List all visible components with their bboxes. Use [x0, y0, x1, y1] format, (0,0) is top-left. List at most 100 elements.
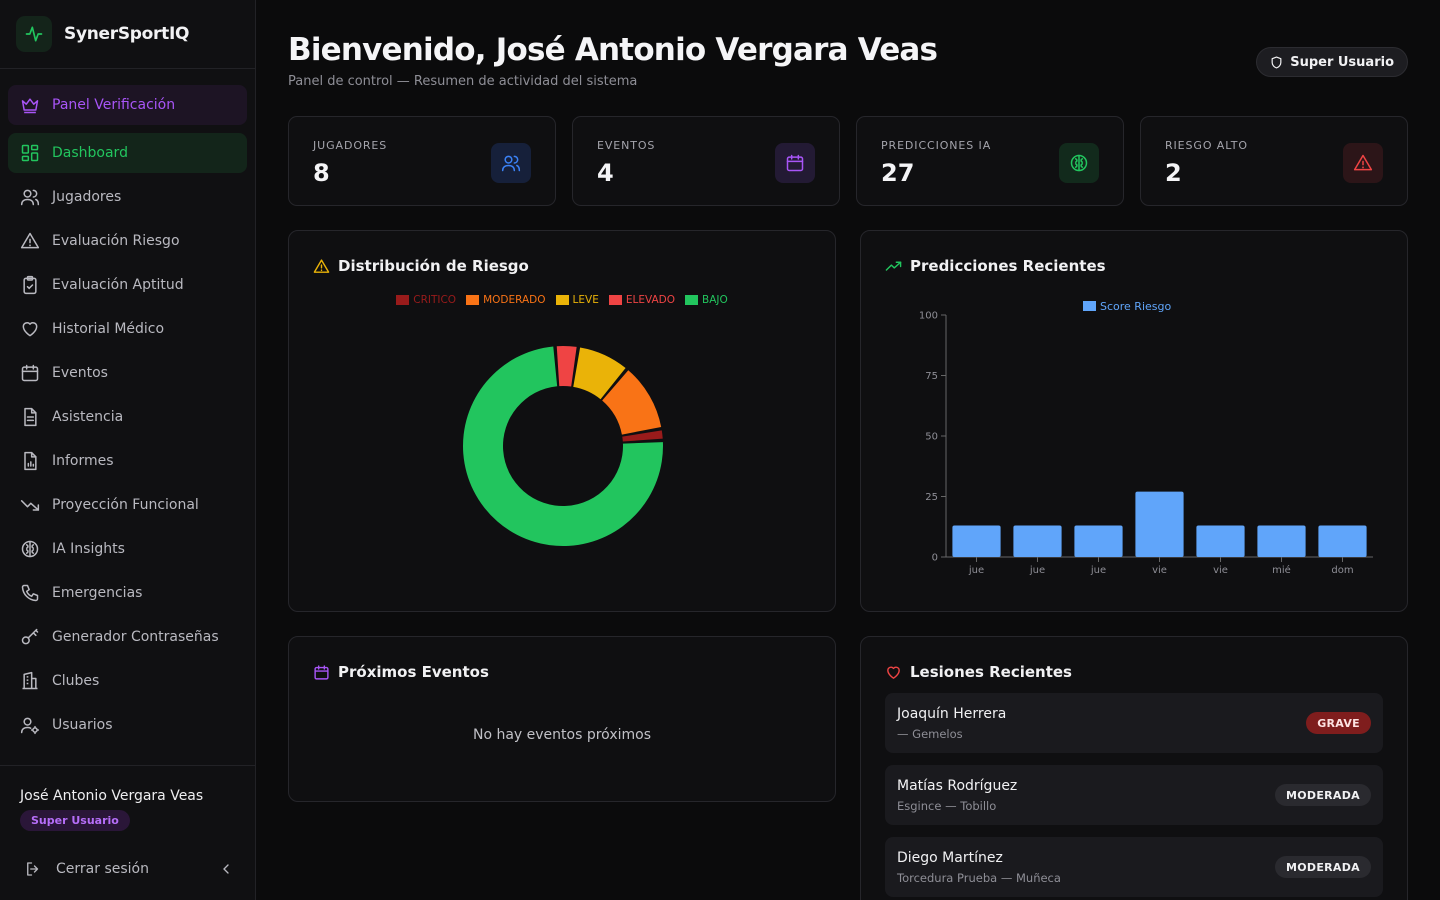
- crown-icon: [20, 95, 40, 115]
- sidebar-item-usuarios[interactable]: Usuarios: [8, 705, 247, 745]
- injury-detail: — Gemelos: [897, 727, 963, 741]
- predictions-bar-chart: Score Riesgo 0 25 50 75 100 jue jue jue vie vie mié…: [919, 300, 1373, 576]
- sidebar-item-proyeccion-funcional[interactable]: Proyección Funcional: [8, 485, 247, 525]
- stat-value: 27: [881, 159, 915, 187]
- dashboard-icon: [20, 143, 40, 163]
- card-title: Próximos Eventos: [313, 663, 489, 681]
- donut-slice-critico[interactable]: [622, 430, 663, 442]
- donut-slice-leve[interactable]: [573, 347, 626, 400]
- legend-swatch: [466, 295, 480, 305]
- brain-icon: [1059, 143, 1099, 183]
- injury-item[interactable]: Diego Martínez Torcedura Prueba — Muñeca…: [885, 837, 1383, 897]
- y-tick-label: 75: [925, 371, 938, 382]
- page-subtitle: Panel de control — Resumen de actividad …: [288, 74, 638, 89]
- legend-swatch: [685, 295, 699, 305]
- brand[interactable]: SynerSportIQ: [0, 0, 255, 69]
- document-icon: [20, 407, 40, 427]
- calendar-icon: [775, 143, 815, 183]
- sidebar-item-eventos[interactable]: Eventos: [8, 353, 247, 393]
- chart-legend: CRITICO MODERADO LEVE ELEVADO BAJO: [289, 294, 835, 306]
- logout-label: Cerrar sesión: [56, 861, 149, 877]
- chart-legend[interactable]: Score Riesgo: [1083, 300, 1171, 313]
- legend-label: MODERADO: [483, 294, 546, 306]
- user-role-badge: Super Usuario: [20, 810, 130, 831]
- sidebar-item-evaluacion-aptitud[interactable]: Evaluación Aptitud: [8, 265, 247, 305]
- legend-swatch: [1083, 301, 1096, 311]
- sidebar-item-historial-medico[interactable]: Historial Médico: [8, 309, 247, 349]
- warning-icon: [313, 258, 330, 275]
- bar[interactable]: [952, 525, 1001, 557]
- sidebar-item-informes[interactable]: Informes: [8, 441, 247, 481]
- x-tick-label: vie: [1213, 565, 1228, 576]
- stat-value: 8: [313, 159, 330, 187]
- legend-item[interactable]: LEVE: [555, 294, 599, 306]
- legend-item[interactable]: CRITICO: [396, 294, 456, 306]
- sidebar-item-generador-contrasenas[interactable]: Generador Contraseñas: [8, 617, 247, 657]
- severity-badge: MODERADA: [1275, 856, 1371, 878]
- sidebar-item-label: Evaluación Aptitud: [52, 277, 184, 293]
- heart-icon: [885, 664, 902, 681]
- sidebar-item-label: Jugadores: [52, 189, 122, 205]
- legend-label: BAJO: [702, 294, 728, 306]
- stat-value: 4: [597, 159, 614, 187]
- page-title: Bienvenido, José Antonio Vergara Veas: [288, 32, 938, 68]
- donut-slice-bajo[interactable]: [463, 346, 663, 546]
- injury-item[interactable]: Matías Rodríguez Esgince — Tobillo MODER…: [885, 765, 1383, 825]
- bar[interactable]: [1318, 525, 1367, 557]
- bar[interactable]: [1196, 525, 1245, 557]
- legend-label: LEVE: [572, 294, 599, 306]
- collapse-sidebar-icon[interactable]: [218, 861, 234, 877]
- legend-swatch: [396, 295, 410, 305]
- calendar-icon: [313, 664, 330, 681]
- donut-slice-moderado[interactable]: [602, 370, 662, 435]
- card-title: Distribución de Riesgo: [313, 257, 529, 275]
- sidebar-item-label: Usuarios: [52, 717, 113, 733]
- bar[interactable]: [1013, 525, 1062, 557]
- bar[interactable]: [1074, 525, 1123, 557]
- legend-item[interactable]: MODERADO: [466, 294, 546, 306]
- sidebar-item-ia-insights[interactable]: IA Insights: [8, 529, 247, 569]
- x-tick-label: jue: [1090, 565, 1106, 576]
- brain-icon: [20, 539, 40, 559]
- x-tick-label: dom: [1331, 565, 1353, 576]
- warning-icon: [1343, 143, 1383, 183]
- x-tick-label: jue: [1029, 565, 1045, 576]
- y-tick-label: 0: [932, 553, 938, 564]
- sidebar-item-asistencia[interactable]: Asistencia: [8, 397, 247, 437]
- legend-label: Score Riesgo: [1100, 300, 1171, 313]
- calendar-icon: [20, 363, 40, 383]
- stat-value: 2: [1165, 159, 1182, 187]
- legend-item[interactable]: BAJO: [685, 294, 728, 306]
- role-badge-label: Super Usuario: [1290, 54, 1394, 70]
- legend-label: ELEVADO: [625, 294, 676, 306]
- y-tick-label: 100: [919, 311, 938, 322]
- sidebar-item-panel-verificacion[interactable]: Panel Verificación: [8, 85, 247, 125]
- injury-item[interactable]: Joaquín Herrera — Gemelos GRAVE: [885, 693, 1383, 753]
- x-tick-label: vie: [1152, 565, 1167, 576]
- sidebar-item-evaluacion-riesgo[interactable]: Evaluación Riesgo: [8, 221, 247, 261]
- recent-predictions-card: Predicciones Recientes Score Riesgo 0 25 50…: [860, 230, 1408, 612]
- bar[interactable]: [1135, 491, 1184, 557]
- user-gear-icon: [20, 715, 40, 735]
- stat-card-riesgo-alto[interactable]: RIESGO ALTO 2: [1140, 116, 1408, 206]
- bar[interactable]: [1257, 525, 1306, 557]
- stat-card-jugadores[interactable]: JUGADORES 8: [288, 116, 556, 206]
- donut-slice-elevado[interactable]: [556, 346, 577, 387]
- sidebar-item-label: Evaluación Riesgo: [52, 233, 180, 249]
- severity-badge: GRAVE: [1306, 712, 1371, 734]
- trending-down-icon: [20, 495, 40, 515]
- sidebar-item-clubes[interactable]: Clubes: [8, 661, 247, 701]
- legend-item[interactable]: ELEVADO: [608, 294, 676, 306]
- stat-card-eventos[interactable]: EVENTOS 4: [572, 116, 840, 206]
- card-title-text: Próximos Eventos: [338, 663, 489, 681]
- logout-button[interactable]: Cerrar sesión: [24, 860, 234, 878]
- brand-name: SynerSportIQ: [64, 24, 190, 44]
- card-title-text: Predicciones Recientes: [910, 257, 1106, 275]
- sidebar-item-emergencias[interactable]: Emergencias: [8, 573, 247, 613]
- sidebar-item-jugadores[interactable]: Jugadores: [8, 177, 247, 217]
- stat-card-predicciones-ia[interactable]: PREDICCIONES IA 27: [856, 116, 1124, 206]
- card-title: Lesiones Recientes: [885, 663, 1072, 681]
- sidebar-item-dashboard[interactable]: Dashboard: [8, 133, 247, 173]
- sidebar-item-label: Panel Verificación: [52, 97, 176, 113]
- shield-icon: [1270, 55, 1283, 69]
